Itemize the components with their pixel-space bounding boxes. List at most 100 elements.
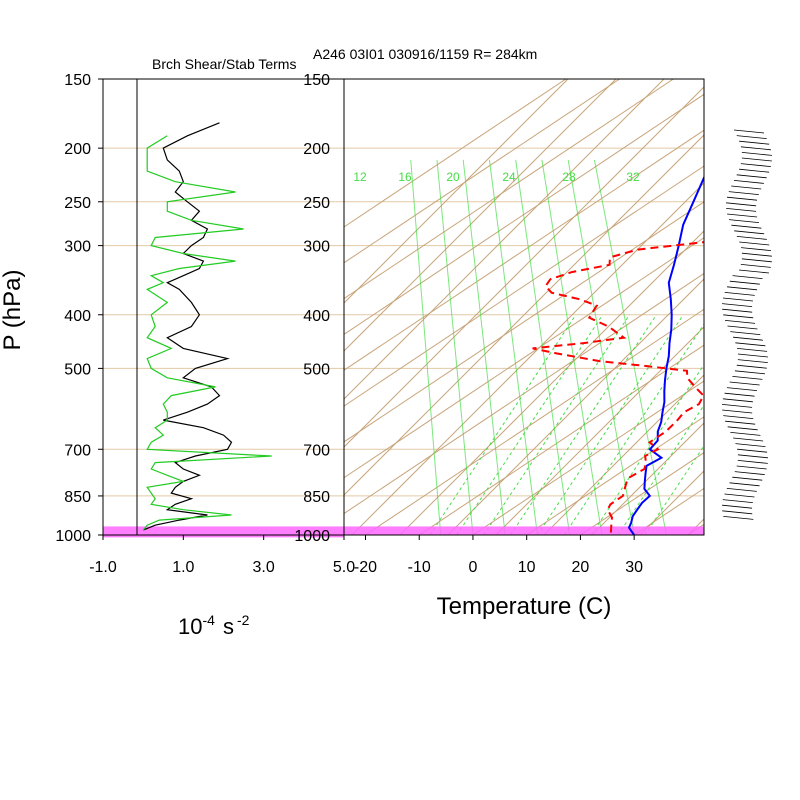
wind-barb-32 xyxy=(722,308,753,313)
left-y-tick-label-500: 500 xyxy=(64,361,91,378)
isotherm--30 xyxy=(344,272,704,515)
isotherm-30 xyxy=(633,487,704,535)
wind-barb-65 xyxy=(724,493,755,498)
wind-barb-27 xyxy=(729,280,760,285)
wind-barb-2 xyxy=(739,140,770,145)
mixing-ratio-line-3 xyxy=(510,314,657,535)
wind-barb-29 xyxy=(724,292,755,296)
wind-barb-12 xyxy=(726,196,758,201)
mixing-ratio-line-4 xyxy=(537,314,684,535)
left-y-tick-label-700: 700 xyxy=(64,442,91,459)
dry-adiabat--1 xyxy=(344,86,704,448)
wind-barb-34 xyxy=(725,320,756,324)
left-y-tick-label-300: 300 xyxy=(64,239,91,256)
left-x-tick-label-5.0: 5.0 xyxy=(333,559,355,576)
left-x-label-exp1: -4 xyxy=(202,612,215,628)
mixing-ratio-labels: 12 16 20 24 28 32 xyxy=(353,170,640,184)
surface-highlight-band-left xyxy=(103,526,344,538)
right-panel: 150 200 250 300 400 500 700 850 1000 -20 -10 0 10 20… xyxy=(294,72,800,576)
mixing-ratio-line-8 xyxy=(644,444,704,535)
dry-adiabat-8 xyxy=(687,518,704,535)
wind-barb-57 xyxy=(737,448,768,453)
right-panel-frame xyxy=(343,78,705,536)
isotherm--80 xyxy=(344,93,704,336)
y-axis-label: P (hPa) xyxy=(0,270,26,351)
wind-barb-59 xyxy=(737,460,768,464)
wind-barb-41 xyxy=(737,359,768,363)
mixing-ratio-label-12: 12 xyxy=(353,170,367,184)
mixing-ratio-line-2 xyxy=(483,314,631,535)
wind-barb-50 xyxy=(722,409,753,414)
wind-barb-37 xyxy=(732,336,764,341)
wind-barb-9 xyxy=(733,180,764,184)
wind-barb-67 xyxy=(722,504,753,509)
isotherm--70 xyxy=(344,129,704,371)
left-y-tick-labels: 150 200 250 300 400 500 700 850 1000 xyxy=(55,72,103,545)
dry-adiabat-2 xyxy=(399,230,704,535)
left-x-label-exp2: -2 xyxy=(237,612,250,628)
moist-adiabat-5 xyxy=(541,159,603,535)
right-x-tick-label-20: 20 xyxy=(572,559,590,576)
mixing-ratio-label-32: 32 xyxy=(626,170,640,184)
wind-barb-48 xyxy=(722,398,753,403)
right-y-tick-label-300: 300 xyxy=(303,239,330,256)
dry-adiabat-10 xyxy=(784,75,800,535)
dry-adiabat-1 xyxy=(351,182,704,535)
left-panel-title: Brch Shear/Stab Terms xyxy=(152,56,296,72)
wind-barb-10 xyxy=(731,185,762,190)
moist-adiabat-7 xyxy=(593,159,667,535)
wind-barb-55 xyxy=(733,437,764,442)
mixing-ratio-label-16: 16 xyxy=(398,170,412,184)
right-x-tick-label-30: 30 xyxy=(625,559,643,576)
wind-barb-4 xyxy=(741,152,772,156)
wind-barb-14 xyxy=(726,208,757,212)
wind-barb-42 xyxy=(736,364,767,369)
dry-adiabat--4 xyxy=(344,79,569,304)
isotherm-10 xyxy=(526,416,704,535)
left-y-tick-label-150: 150 xyxy=(64,72,91,89)
right-y-tick-label-200: 200 xyxy=(303,141,330,158)
moist-adiabat-3 xyxy=(488,159,538,535)
wind-barb-31 xyxy=(722,303,753,307)
wind-barb-44 xyxy=(732,376,763,380)
left-x-tick-label-3.0: 3.0 xyxy=(253,559,275,576)
wind-barb-22 xyxy=(741,252,772,257)
moist-adiabat-6 xyxy=(567,159,635,535)
mixing-ratio-line-6 xyxy=(590,363,704,535)
right-y-tick-label-1000: 1000 xyxy=(294,528,330,545)
isotherm--100 xyxy=(344,79,620,264)
wind-barb-30 xyxy=(722,297,754,302)
wind-barb-17 xyxy=(731,224,762,229)
wind-barb-0 xyxy=(733,129,765,134)
wind-barb-3 xyxy=(740,146,771,151)
wind-barb-61 xyxy=(734,471,765,475)
left-x-label-base: 10 xyxy=(178,614,202,639)
wind-barb-63 xyxy=(729,482,760,487)
wind-barb-20 xyxy=(739,241,770,246)
wind-barb-1 xyxy=(736,135,767,139)
wind-barb-28 xyxy=(727,286,758,291)
right-x-axis-label: Temperature (C) xyxy=(437,593,612,620)
moist-adiabat-2 xyxy=(462,159,506,535)
right-y-tick-label-400: 400 xyxy=(303,308,330,325)
right-y-tick-labels: 150 200 250 300 400 500 700 850 1000 xyxy=(294,72,330,545)
isotherm--60 xyxy=(344,165,704,407)
right-series-group xyxy=(532,174,704,535)
mixing-ratio-label-28: 28 xyxy=(562,170,576,184)
temperature-profile-line xyxy=(627,174,704,535)
right-y-tick-label-150: 150 xyxy=(303,72,330,89)
right-x-tick-label-10: 10 xyxy=(518,559,536,576)
wind-barb-5 xyxy=(741,157,772,162)
dry-adiabat--3 xyxy=(344,79,617,352)
dry-adiabat--2 xyxy=(344,79,665,400)
right-x-tick-label--10: -10 xyxy=(408,559,431,576)
wind-barb-13 xyxy=(726,202,757,207)
moist-adiabat-0 xyxy=(410,159,442,535)
surface-highlight-band-right xyxy=(344,526,704,535)
dry-adiabat-0 xyxy=(344,134,704,496)
wind-barb-56 xyxy=(735,443,766,447)
dewpoint-profile-line xyxy=(532,241,704,533)
wind-barb-66 xyxy=(722,499,753,503)
